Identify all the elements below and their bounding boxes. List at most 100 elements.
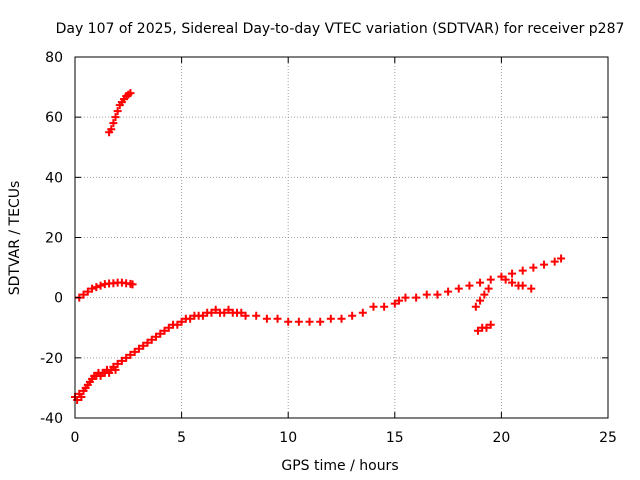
series-dip-cluster: [501, 275, 536, 293]
data-point: [484, 284, 493, 293]
data-point: [160, 326, 169, 335]
data-point: [77, 392, 86, 401]
data-point: [358, 308, 367, 317]
x-tick-label: 15: [386, 430, 404, 446]
data-point: [224, 305, 233, 314]
data-point: [454, 284, 463, 293]
series-late-outlier-2: [473, 320, 495, 335]
data-point: [152, 332, 161, 341]
data-point: [433, 290, 442, 299]
data-point: [518, 281, 527, 290]
plot-area: [71, 89, 566, 404]
data-point: [476, 278, 485, 287]
data-point: [83, 287, 92, 296]
data-point: [444, 287, 453, 296]
x-tick-label: 10: [279, 430, 297, 446]
data-point: [113, 359, 122, 368]
data-point: [130, 347, 139, 356]
y-tick-label: 20: [45, 231, 63, 247]
data-point: [237, 308, 246, 317]
data-point: [117, 356, 126, 365]
data-point: [177, 317, 186, 326]
data-point: [220, 308, 229, 317]
data-point: [337, 314, 346, 323]
data-point: [527, 284, 536, 293]
data-point: [305, 317, 314, 326]
data-point: [482, 323, 491, 332]
data-point: [186, 314, 195, 323]
data-point: [262, 314, 271, 323]
x-tick-label: 5: [177, 430, 186, 446]
data-point: [122, 353, 131, 362]
data-point: [126, 89, 135, 98]
data-point: [508, 269, 517, 278]
data-point: [518, 266, 527, 275]
data-point: [96, 281, 105, 290]
series-upper-outlier-arc: [105, 89, 135, 137]
data-point: [486, 320, 495, 329]
data-point: [207, 308, 216, 317]
data-point: [540, 260, 549, 269]
data-point: [550, 257, 559, 266]
data-point: [284, 317, 293, 326]
data-point: [173, 320, 182, 329]
data-point: [92, 283, 101, 292]
data-point: [252, 311, 261, 320]
data-point: [316, 317, 325, 326]
data-point: [480, 290, 489, 299]
ticks: 0 5 10 15 20 25 -40 -20 0 20 40 60 80: [40, 50, 617, 446]
data-point: [79, 290, 88, 299]
y-tick-label: -40: [40, 411, 63, 427]
data-point: [111, 365, 120, 374]
y-tick-label: 0: [54, 291, 63, 307]
data-point: [109, 119, 118, 128]
data-point: [486, 275, 495, 284]
data-point: [139, 341, 148, 350]
x-tick-label: 0: [71, 430, 80, 446]
data-point: [198, 311, 207, 320]
series-near-zero-arc: [75, 278, 137, 302]
data-point: [471, 302, 480, 311]
series-main-trend: [71, 254, 566, 404]
data-point: [211, 305, 220, 314]
data-point: [473, 326, 482, 335]
data-point: [164, 323, 173, 332]
data-point: [497, 272, 506, 281]
y-tick-label: 40: [45, 170, 63, 186]
data-point: [88, 284, 97, 293]
y-axis-label: SDTVAR / TECUs: [7, 181, 23, 296]
data-point: [369, 302, 378, 311]
data-point: [401, 293, 410, 302]
data-point: [465, 281, 474, 290]
data-point: [73, 395, 82, 404]
data-point: [126, 350, 135, 359]
data-point: [111, 113, 120, 122]
data-point: [294, 317, 303, 326]
data-point: [241, 311, 250, 320]
data-point: [147, 335, 156, 344]
y-tick-label: 60: [45, 110, 63, 126]
data-point: [529, 263, 538, 272]
data-point: [395, 296, 404, 305]
data-point: [390, 299, 399, 308]
y-tick-label: 80: [45, 50, 63, 66]
series-late-outlier-1: [471, 284, 493, 311]
data-point: [476, 296, 485, 305]
data-point: [348, 311, 357, 320]
data-point: [128, 280, 137, 289]
data-point: [557, 254, 566, 263]
grid: [75, 57, 608, 418]
data-point: [156, 329, 165, 338]
data-point: [412, 293, 421, 302]
data-point: [113, 107, 122, 116]
data-point: [107, 125, 116, 134]
data-point: [380, 302, 389, 311]
data-point: [273, 314, 282, 323]
data-point: [422, 290, 431, 299]
x-axis-label: GPS time / hours: [281, 458, 398, 474]
x-tick-label: 20: [492, 430, 510, 446]
x-tick-label: 25: [599, 430, 617, 446]
data-point: [143, 338, 152, 347]
chart-title: Day 107 of 2025, Sidereal Day-to-day VTE…: [56, 21, 625, 37]
